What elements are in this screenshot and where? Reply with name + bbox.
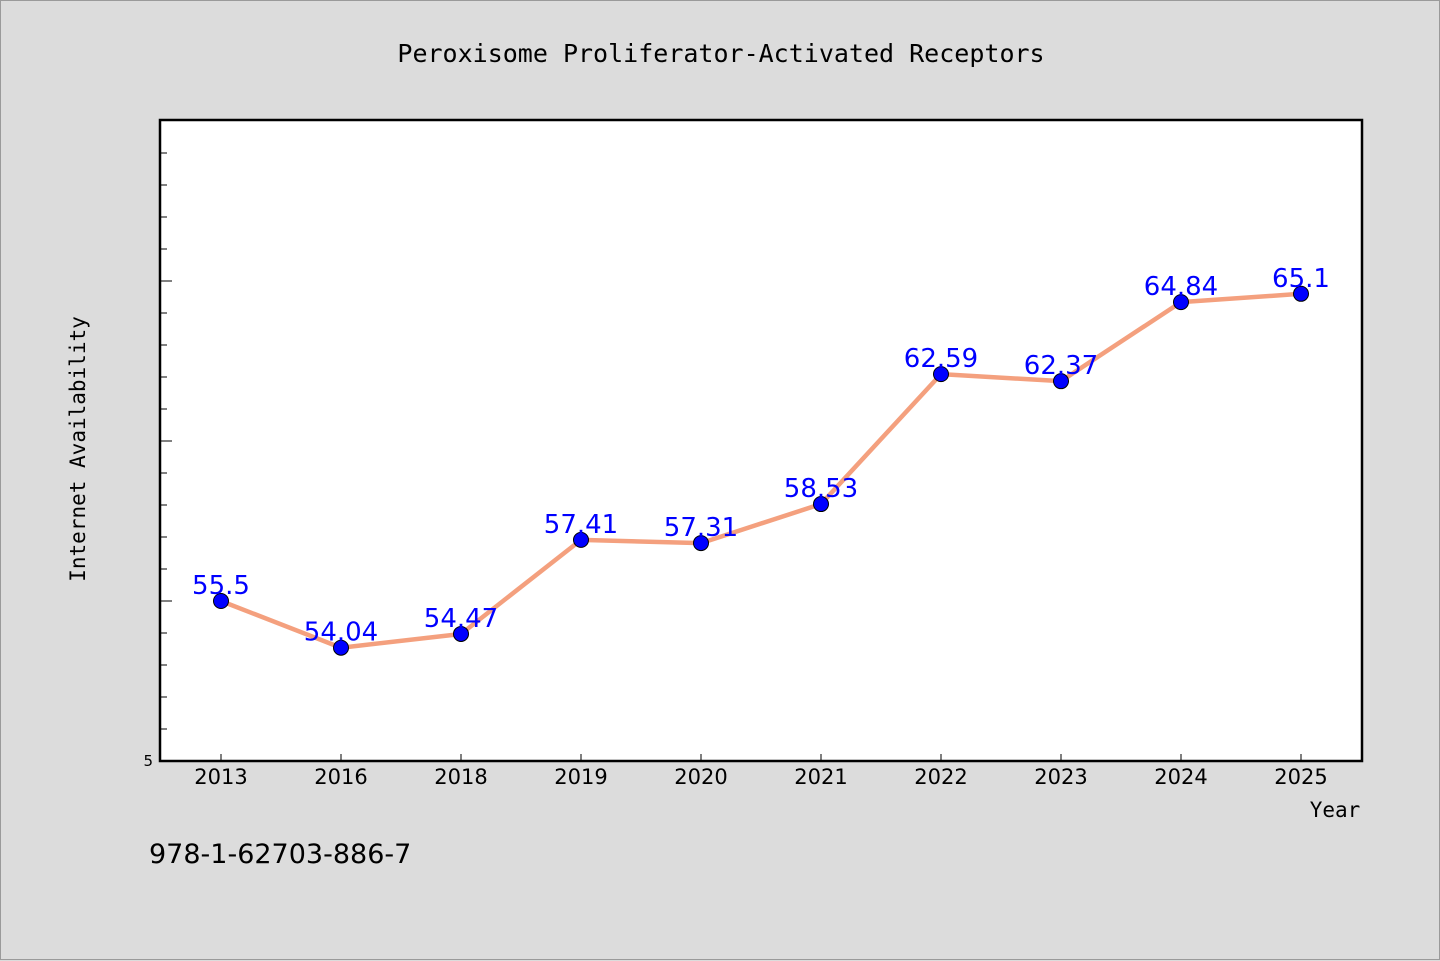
data-point-marker: [213, 593, 229, 609]
x-tick-label: 2023: [1034, 765, 1087, 789]
chart-title: Peroxisome Proliferator-Activated Recept…: [397, 39, 1044, 68]
x-tick-label: 2021: [794, 765, 847, 789]
y-axis-ticks: 5: [143, 152, 172, 770]
data-label: 64.84: [1144, 272, 1218, 302]
series-line: [218, 291, 1304, 650]
y-tick-label: 5: [143, 752, 153, 770]
series-layer: [213, 285, 1309, 656]
data-label: 57.41: [544, 510, 618, 540]
x-tick-label: 2019: [554, 765, 607, 789]
x-tick-label: 2016: [314, 765, 367, 789]
x-tick-label: 2020: [674, 765, 727, 789]
data-label: 54.47: [424, 604, 498, 634]
data-label-layer: 55.5 54.04 54.47 57.41 57.31 58.53 62.59 62.37 6…: [192, 264, 1330, 648]
data-label: 62.37: [1024, 351, 1098, 381]
data-point-marker: [813, 496, 829, 513]
footer-identifier: 978-1-62703-886-7: [149, 839, 411, 870]
data-point-marker: [573, 531, 589, 548]
data-point-marker: [1053, 373, 1069, 390]
data-label: 57.31: [664, 513, 738, 543]
data-label: 58.53: [784, 474, 858, 504]
x-tick-label: 2022: [914, 765, 967, 789]
data-label: 62.59: [904, 344, 978, 374]
data-label: 55.5: [192, 571, 250, 601]
x-tick-label: 2013: [194, 765, 247, 789]
data-point-marker: [453, 625, 469, 642]
x-axis-ticks: 2013 2016 2018 2019 2020 2021 2022 2023 2024 2025: [194, 754, 1328, 789]
data-point-marker: [1293, 285, 1309, 302]
y-axis-title: Internet Availability: [66, 316, 90, 582]
x-tick-label: 2024: [1154, 765, 1207, 789]
x-axis-title: Year: [1310, 798, 1361, 822]
data-point-marker: [933, 366, 949, 383]
x-tick-label: 2025: [1274, 765, 1327, 789]
data-point-marker: [693, 535, 709, 552]
x-tick-label: 2018: [434, 765, 487, 789]
data-point-marker: [333, 639, 349, 656]
data-label: 54.04: [304, 618, 378, 648]
data-label: 65.1: [1272, 264, 1330, 294]
data-point-marker: [1173, 294, 1189, 311]
plot-area: [158, 118, 1364, 763]
